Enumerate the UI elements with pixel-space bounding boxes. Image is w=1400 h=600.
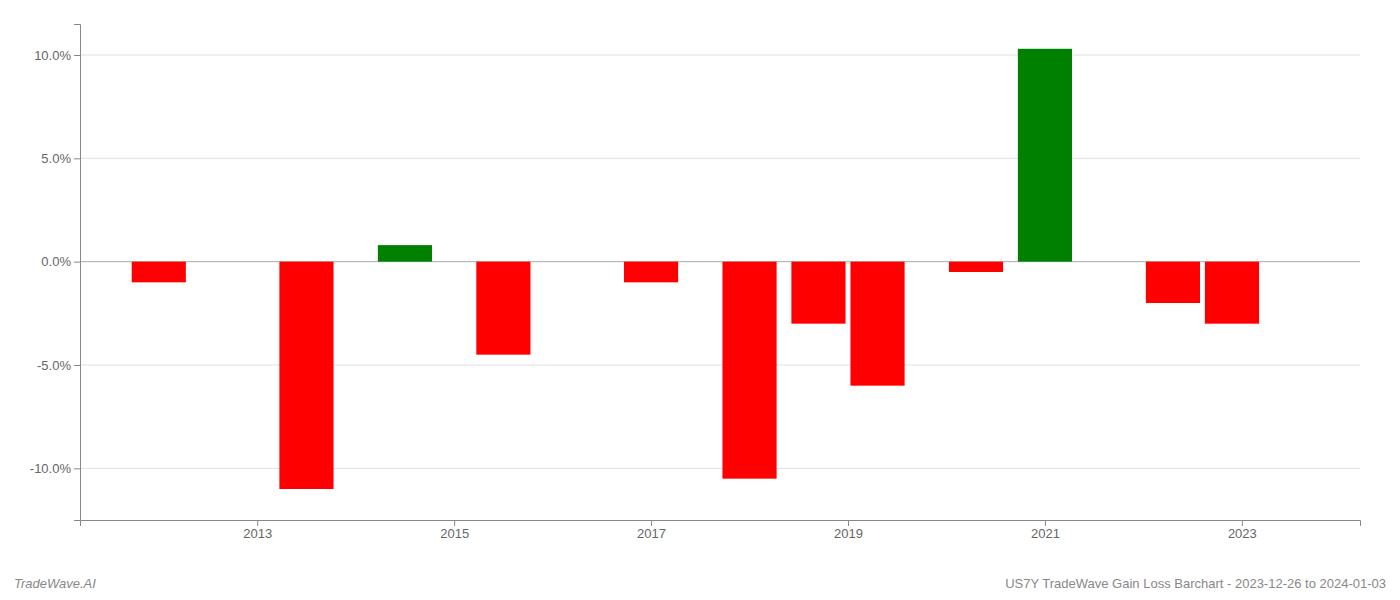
x-tick-label: 2013 bbox=[243, 526, 272, 541]
x-axis: 2013 2015 2017 2019 2021 2023 bbox=[81, 520, 1361, 541]
x-tick-mark bbox=[848, 520, 849, 526]
grid bbox=[80, 55, 1360, 468]
x-tick: 2013 bbox=[243, 520, 272, 541]
y-tick-label: -10.0% bbox=[30, 461, 72, 476]
bar bbox=[1205, 262, 1259, 324]
plot-area: -10.0% -5.0% 0.0% 5.0% 10.0% 2013 2015 2017 2019… bbox=[30, 25, 1361, 542]
x-tick-mark bbox=[454, 520, 455, 526]
x-axis-line bbox=[81, 521, 1361, 527]
bar bbox=[850, 262, 904, 386]
grid-line bbox=[80, 55, 1360, 56]
y-tick: -5.0% bbox=[37, 358, 80, 373]
footer-right: US7Y TradeWave Gain Loss Barchart - 2023… bbox=[1005, 576, 1386, 591]
y-tick: -10.0% bbox=[30, 461, 80, 476]
y-tick-mark bbox=[74, 365, 80, 366]
x-tick: 2015 bbox=[440, 520, 469, 541]
bar bbox=[476, 262, 530, 355]
x-tick: 2023 bbox=[1228, 520, 1257, 541]
x-tick-mark bbox=[651, 520, 652, 526]
x-tick-label: 2015 bbox=[440, 526, 469, 541]
y-tick: 5.0% bbox=[41, 151, 80, 166]
y-tick-mark bbox=[74, 468, 80, 469]
bar bbox=[949, 262, 1003, 272]
y-axis: -10.0% -5.0% 0.0% 5.0% 10.0% bbox=[30, 25, 81, 521]
y-tick-label: 0.0% bbox=[41, 254, 71, 269]
x-tick-mark bbox=[1242, 520, 1243, 526]
y-tick: 10.0% bbox=[34, 48, 80, 63]
y-tick: 0.0% bbox=[41, 254, 80, 269]
bar bbox=[1146, 262, 1200, 303]
footer-left: TradeWave.AI bbox=[14, 576, 96, 591]
x-tick: 2021 bbox=[1031, 520, 1060, 541]
x-tick-label: 2017 bbox=[637, 526, 666, 541]
bar bbox=[279, 262, 333, 489]
x-tick-label: 2019 bbox=[834, 526, 863, 541]
grid-line bbox=[80, 365, 1360, 366]
bar bbox=[722, 262, 776, 479]
y-axis-line bbox=[74, 25, 81, 521]
x-tick-label: 2021 bbox=[1031, 526, 1060, 541]
x-tick-mark bbox=[257, 520, 258, 526]
chart-svg: -10.0% -5.0% 0.0% 5.0% 10.0% 2013 2015 2017 2019… bbox=[0, 0, 1400, 600]
bar bbox=[624, 262, 678, 283]
y-tick-mark bbox=[74, 158, 80, 159]
chart-container: -10.0% -5.0% 0.0% 5.0% 10.0% 2013 2015 2017 2019… bbox=[0, 0, 1400, 600]
x-tick: 2017 bbox=[637, 520, 666, 541]
x-tick-mark bbox=[1045, 520, 1046, 526]
grid-line bbox=[80, 158, 1360, 159]
bar bbox=[378, 245, 432, 262]
y-tick-label: 5.0% bbox=[41, 151, 71, 166]
grid-line bbox=[80, 468, 1360, 469]
bars bbox=[132, 49, 1259, 489]
bar bbox=[1018, 49, 1072, 262]
y-tick-label: 10.0% bbox=[34, 48, 71, 63]
y-tick-mark bbox=[74, 262, 80, 263]
x-tick: 2019 bbox=[834, 520, 863, 541]
bar bbox=[132, 262, 186, 283]
bar bbox=[791, 262, 845, 324]
y-tick-label: -5.0% bbox=[37, 358, 71, 373]
x-tick-label: 2023 bbox=[1228, 526, 1257, 541]
y-tick-mark bbox=[74, 55, 80, 56]
